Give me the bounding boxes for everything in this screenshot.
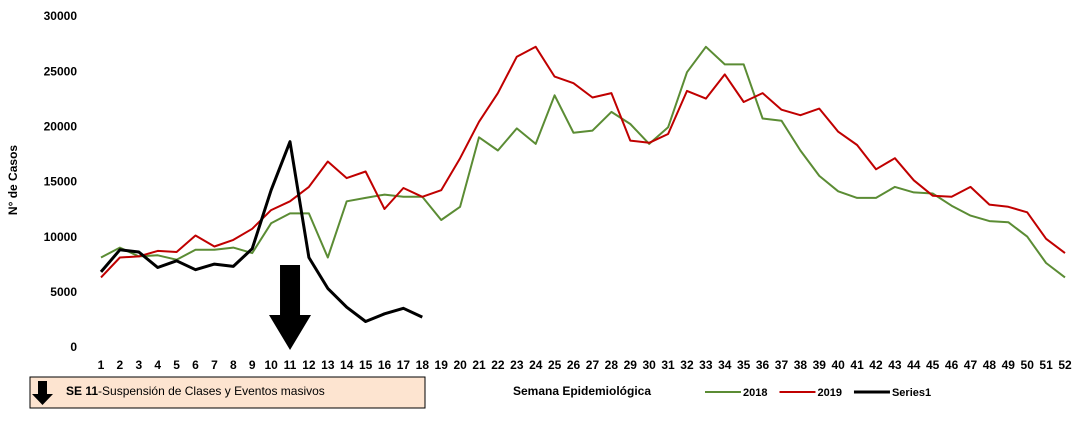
annotation-box [29, 376, 426, 409]
x-tick-label: 37 [775, 358, 789, 372]
series-line [100, 45, 1066, 279]
annotation-icon [32, 381, 53, 405]
series-line [100, 45, 1066, 279]
x-tick-label: 48 [983, 358, 997, 372]
legend-label: 2018 [743, 387, 767, 399]
x-tick-label: 1 [98, 358, 105, 372]
x-tick-label: 7 [211, 358, 218, 372]
x-tick-label: 34 [718, 358, 732, 372]
x-tick-label: 4 [154, 358, 161, 372]
x-tick-label: 9 [249, 358, 256, 372]
x-tick-label: 35 [737, 358, 751, 372]
x-tick-label: 14 [340, 358, 354, 372]
legend-label: 2019 [817, 387, 841, 399]
x-tick-label: 40 [831, 358, 845, 372]
y-axis-label: N° de Casos [6, 145, 20, 215]
x-tick-label: 24 [529, 358, 543, 372]
x-tick-label: 27 [586, 358, 600, 372]
x-tick-label: 8 [230, 358, 237, 372]
x-tick-label: 49 [1002, 358, 1016, 372]
y-tick-label: 30000 [44, 9, 78, 23]
x-tick-label: 17 [397, 358, 411, 372]
x-tick-label: 6 [192, 358, 199, 372]
x-tick-label: 44 [907, 358, 921, 372]
x-tick-label: 22 [491, 358, 505, 372]
x-tick-label: 51 [1039, 358, 1053, 372]
y-tick-label: 25000 [44, 64, 78, 78]
x-tick-label: 26 [567, 358, 581, 372]
x-axis-label: Semana Epidemiológica [513, 384, 651, 398]
y-tick-label: 0 [70, 340, 77, 354]
x-tick-label: 42 [869, 358, 883, 372]
x-tick-label: 46 [945, 358, 959, 372]
x-tick-label: 5 [173, 358, 180, 372]
annotation-rest: -Suspensión de Clases y Eventos masivos [98, 384, 325, 398]
series-line [99, 140, 423, 323]
x-tick-label: 41 [850, 358, 864, 372]
x-tick-label: 38 [794, 358, 808, 372]
x-tick-label: 33 [699, 358, 713, 372]
x-tick-label: 23 [510, 358, 524, 372]
x-tick-label: 3 [135, 358, 142, 372]
x-tick-label: 28 [605, 358, 619, 372]
legend-label: Series1 [892, 387, 931, 399]
y-tick-label: 10000 [44, 230, 78, 244]
annotation-text: SE 11-Suspensión de Clases y Eventos mas… [66, 384, 325, 398]
x-tick-label: 18 [416, 358, 430, 372]
x-tick-label: 47 [964, 358, 978, 372]
x-tick-label: 50 [1021, 358, 1035, 372]
annotation-bold: SE 11 [66, 384, 98, 398]
x-tick-label: 30 [642, 358, 656, 372]
x-tick-label: 36 [756, 358, 770, 372]
x-tick-label: 32 [680, 358, 694, 372]
x-tick-label: 20 [453, 358, 467, 372]
x-tick-label: 29 [624, 358, 638, 372]
x-tick-label: 2 [117, 358, 124, 372]
x-tick-label: 43 [888, 358, 902, 372]
x-tick-label: 39 [813, 358, 827, 372]
x-tick-label: 21 [472, 358, 486, 372]
x-tick-label: 25 [548, 358, 562, 372]
x-tick-label: 12 [302, 358, 316, 372]
x-tick-label: 13 [321, 358, 335, 372]
y-tick-label: 15000 [44, 175, 78, 189]
x-tick-label: 52 [1058, 358, 1072, 372]
y-tick-label: 5000 [50, 285, 77, 299]
x-tick-label: 16 [378, 358, 392, 372]
x-tick-label: 15 [359, 358, 373, 372]
y-tick-label: 20000 [44, 120, 78, 134]
x-tick-label: 45 [926, 358, 940, 372]
x-tick-label: 10 [264, 358, 278, 372]
annotation-arrow [269, 265, 312, 350]
x-tick-label: 19 [435, 358, 449, 372]
x-tick-label: 11 [284, 358, 297, 372]
x-tick-label: 31 [661, 358, 675, 372]
